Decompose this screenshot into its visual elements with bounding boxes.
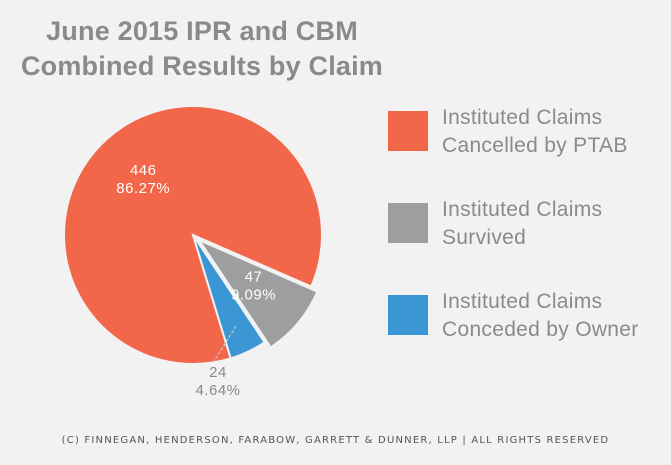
leader-line-conceded-shadow	[213, 325, 237, 362]
legend-swatch-cancelled	[388, 111, 428, 151]
legend-item-conceded: Instituted Claims Conceded by Owner	[388, 288, 662, 344]
copyright-footer: (C) FINNEGAN, HENDERSON, FARABOW, GARRET…	[61, 435, 610, 446]
data-label-value-conceded: 24	[209, 364, 227, 381]
chart-title-line-1: June 2015 IPR and CBM	[46, 16, 358, 46]
legend-label-conceded-line-2: Conceded by Owner	[442, 318, 639, 341]
legend-label-survived-line-1: Instituted Claims	[442, 198, 603, 221]
legend-label-conceded-line-1: Instituted Claims	[442, 290, 603, 313]
data-label-value-cancelled: 446	[130, 162, 157, 179]
legend-swatch-survived	[388, 203, 428, 243]
pie-slice-survived	[196, 237, 319, 349]
legend-label-cancelled-line-2: Cancelled by PTAB	[442, 134, 628, 157]
legend-label-cancelled-line-1: Instituted Claims	[442, 106, 603, 129]
data-label-value-survived: 47	[245, 269, 263, 286]
pie-slice-conceded	[192, 234, 266, 360]
chart-title: June 2015 IPR and CBM Combined Results b…	[12, 14, 392, 84]
data-label-percent-conceded: 4.64%	[195, 382, 240, 399]
legend-swatch-conceded	[388, 295, 428, 335]
chart-title-line-2: Combined Results by Claim	[20, 51, 384, 81]
legend-label-survived-line-2: Survived	[442, 226, 527, 249]
legend-item-survived: Instituted Claims Survived	[388, 196, 662, 252]
data-label-percent-survived: 9.09%	[231, 287, 276, 304]
data-label-percent-cancelled: 86.27%	[116, 180, 170, 197]
legend-item-cancelled: Instituted Claims Cancelled by PTAB	[388, 104, 662, 160]
